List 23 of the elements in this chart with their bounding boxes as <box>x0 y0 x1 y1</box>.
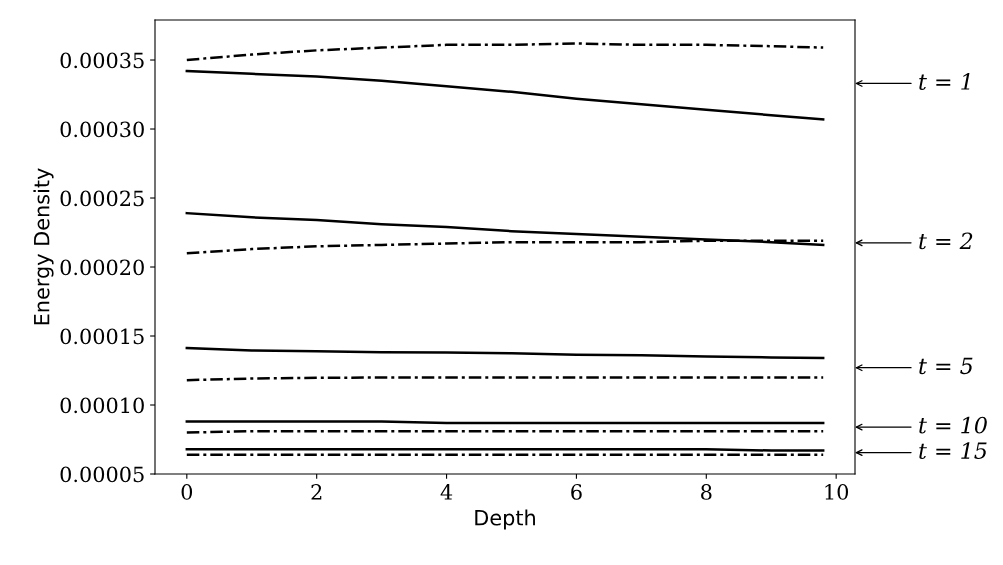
y-tick-label: 0.00020 <box>60 259 144 276</box>
x-tick-label: 4 <box>440 484 453 500</box>
line-series <box>185 346 825 360</box>
y-tick-label: 0.00010 <box>60 397 144 414</box>
x-tick-label: 6 <box>571 484 582 500</box>
text: t = 15 <box>919 442 987 460</box>
x-axis-title: Depth <box>475 509 535 530</box>
y-tick-label: 0.00005 <box>60 466 144 483</box>
text: t = 5 <box>919 357 973 375</box>
y-tick-label: 0.00030 <box>60 121 144 138</box>
y-tick-label: 0.00025 <box>60 190 144 207</box>
x-tick-label: 0 <box>181 484 193 500</box>
x-tick-label: 10 <box>825 484 849 500</box>
x-tick-label: 2 <box>311 484 322 500</box>
y-axis-title: Energy Density <box>33 168 54 325</box>
line-series <box>185 69 825 121</box>
line-series <box>185 42 825 62</box>
text: t = 10 <box>919 416 987 434</box>
y-tick-label: 0.00035 <box>60 52 144 69</box>
y-tick-label: 0.00015 <box>60 328 144 345</box>
x-tick-label: 8 <box>701 484 712 500</box>
text: t = 2 <box>919 232 973 250</box>
text: t = 1 <box>919 73 970 90</box>
